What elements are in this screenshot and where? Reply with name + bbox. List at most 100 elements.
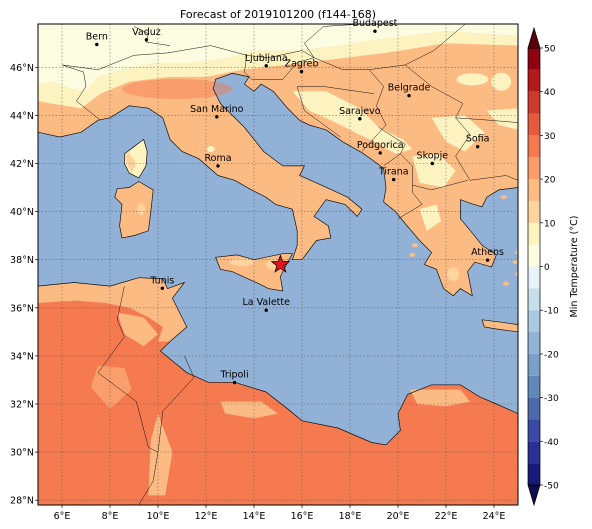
apennine-cool: [206, 146, 215, 153]
colorbar-segment: [528, 441, 540, 464]
city-dot: [475, 144, 480, 149]
balkan-highland-2: [431, 115, 485, 152]
colorbar-label: Min Temperature (°C): [569, 216, 580, 318]
map-frame: [37, 23, 519, 506]
lon-tick-label: 18°E: [339, 511, 362, 522]
small-island-2: [409, 252, 416, 257]
balkan-highland-1: [292, 91, 413, 154]
lat-tick-label: 44°N: [10, 111, 34, 122]
city-label: Zagreb: [285, 59, 319, 70]
city-dot: [430, 161, 435, 166]
colorbar-tick-label: -30: [544, 394, 559, 404]
city-dot: [232, 380, 237, 385]
colorbar-segment: [528, 288, 540, 311]
city-dot: [215, 115, 219, 119]
colorbar-tick-label: -50: [544, 482, 559, 492]
colorbar-segment: [528, 310, 540, 333]
atlas-hills: [117, 312, 158, 347]
sicily-hills: [230, 258, 254, 267]
country-border-3: [244, 55, 252, 80]
lat-tick-label: 34°N: [10, 351, 34, 362]
balkan-highland-4: [412, 153, 456, 188]
city-dot: [391, 177, 396, 182]
lon-tick-label: 16°E: [291, 511, 314, 522]
city-label: Tirana: [378, 167, 409, 178]
coastline-sicily: [215, 253, 293, 292]
country-border-13: [455, 117, 518, 181]
colorbar-segment: [528, 332, 540, 354]
peloponnese-hills: [447, 267, 460, 282]
sahara-mild-patch: [90, 365, 132, 409]
city-label: Skopje: [417, 150, 449, 161]
small-island-1: [411, 243, 418, 248]
lon-tick-label: 10°E: [147, 511, 170, 522]
land-alps-cold: [38, 24, 518, 92]
city-label: Bern: [86, 31, 108, 42]
city-label: Sarajevo: [339, 106, 381, 117]
colorbar-segment: [528, 113, 540, 136]
colorbar-segment: [528, 375, 540, 398]
city-label: San Marino: [190, 104, 243, 115]
colorbar-segment: [528, 91, 540, 114]
colorbar-tick-label: 30: [544, 132, 556, 142]
lat-tick-label: 42°N: [10, 159, 34, 170]
colorbar-tick-label: 50: [544, 45, 556, 55]
lat-tick-label: 46°N: [10, 63, 34, 74]
country-border-17: [157, 377, 195, 453]
coastline-europe: [38, 24, 518, 297]
lat-tick-label: 38°N: [10, 255, 34, 266]
country-border-4: [246, 50, 315, 58]
lon-tick-label: 8°E: [102, 511, 119, 522]
colorbar-segment: [528, 48, 540, 70]
land-alps-cool: [38, 31, 518, 109]
city-markers: Bern VaduzBudapestLjubljanaZagrebBelgrade…: [86, 18, 504, 385]
balkan-highland-3: [486, 108, 518, 130]
country-border-1: [61, 45, 247, 70]
city-dot: [358, 117, 362, 121]
city-dot: [299, 69, 304, 74]
africa-coast-mild: [38, 277, 187, 342]
colorbar-segment: [528, 463, 540, 485]
land-crete: [482, 319, 518, 332]
lon-tick-label: 12°E: [195, 511, 218, 522]
coastline-sardinia: [114, 181, 154, 239]
lon-tick-label: 22°E: [435, 511, 458, 522]
colorbar-tick-label: 0: [544, 263, 550, 273]
city-label: Sofia: [466, 134, 490, 145]
city-label: Ljubljana: [245, 53, 288, 64]
city-dot: [485, 258, 490, 262]
colorbar-tick-label: -20: [544, 350, 559, 360]
country-border-14: [397, 153, 423, 220]
city-dot: [160, 286, 165, 291]
sardinia-hills: [137, 203, 146, 216]
colorbar-segment: [528, 397, 540, 420]
city-dot: [378, 151, 382, 155]
colorbar-tick-label: 20: [544, 176, 556, 186]
colorbar-tick-label: 40: [544, 88, 556, 98]
colorbar-segment: [528, 179, 540, 201]
small-island-5: [503, 281, 509, 286]
colorbar-segment: [528, 353, 540, 376]
nafusa-hills: [220, 401, 278, 419]
coastline-crete: [481, 319, 518, 333]
colorbar-segment: [528, 222, 540, 245]
city-dot: [264, 64, 268, 68]
lon-tick-label: 20°E: [387, 511, 410, 522]
small-island-6: [515, 250, 518, 255]
lat-tick-label: 28°N: [10, 496, 34, 507]
colorbar-tick-label: -40: [544, 438, 559, 448]
city-dot: [144, 38, 149, 42]
city-label: Tunis: [149, 275, 174, 286]
graticule: [38, 24, 518, 505]
country-border-12: [378, 127, 406, 167]
city-dot: [216, 164, 220, 168]
colorbar-segment: [528, 157, 540, 180]
coastlines: [38, 24, 518, 505]
star-marker-icon: [270, 254, 291, 273]
lat-tick-label: 36°N: [10, 303, 34, 314]
city-label: Belgrade: [388, 83, 431, 94]
lat-tick-label: 30°N: [10, 448, 34, 459]
country-border-15: [412, 180, 468, 191]
coastline-corsica: [124, 138, 148, 179]
country-border-8: [297, 86, 375, 94]
